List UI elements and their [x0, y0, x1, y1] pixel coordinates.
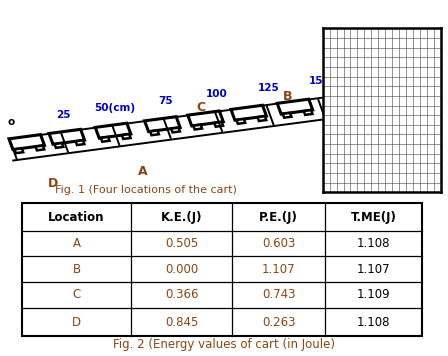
Polygon shape [55, 143, 63, 148]
Polygon shape [277, 99, 313, 114]
Text: 0.505: 0.505 [165, 237, 198, 250]
Polygon shape [14, 148, 23, 153]
Text: C: C [197, 101, 206, 114]
Text: 25: 25 [56, 110, 70, 120]
Text: D: D [48, 177, 59, 190]
Text: T.ME(J): T.ME(J) [351, 210, 396, 224]
Text: 0.845: 0.845 [165, 315, 198, 329]
Text: 1.107: 1.107 [357, 263, 390, 276]
Text: 75: 75 [159, 96, 173, 106]
Text: 0.263: 0.263 [262, 315, 296, 329]
Polygon shape [193, 125, 202, 130]
Polygon shape [145, 117, 180, 132]
Polygon shape [237, 119, 245, 124]
Text: A: A [73, 237, 81, 250]
Text: 1.107: 1.107 [262, 263, 296, 276]
Polygon shape [9, 135, 44, 150]
Polygon shape [76, 140, 84, 145]
Polygon shape [188, 111, 223, 126]
Polygon shape [35, 146, 44, 150]
Text: 1.109: 1.109 [357, 288, 390, 301]
Text: Location: Location [48, 210, 105, 224]
Text: 100: 100 [206, 89, 228, 99]
Text: o: o [8, 117, 15, 127]
Polygon shape [231, 105, 267, 120]
Text: B: B [73, 263, 81, 276]
Polygon shape [150, 130, 159, 135]
Polygon shape [304, 110, 313, 115]
Text: 0.000: 0.000 [165, 263, 198, 276]
Polygon shape [122, 134, 131, 139]
Text: A: A [138, 165, 147, 178]
Bar [22, 203, 422, 336]
Polygon shape [171, 128, 180, 132]
Text: 150: 150 [309, 76, 331, 86]
Text: D: D [72, 315, 81, 329]
Text: 125: 125 [258, 83, 280, 93]
Polygon shape [101, 137, 110, 142]
Polygon shape [283, 113, 292, 118]
Polygon shape [214, 122, 223, 127]
Text: Fig. 1 (Four locations of the cart): Fig. 1 (Four locations of the cart) [55, 185, 237, 195]
Text: 0.743: 0.743 [262, 288, 296, 301]
Text: Fig. 2 (Energy values of cart (in Joule): Fig. 2 (Energy values of cart (in Joule) [113, 338, 335, 351]
Text: B: B [283, 90, 293, 103]
Text: 1.108: 1.108 [357, 315, 390, 329]
Polygon shape [95, 123, 131, 138]
Text: 50(cm): 50(cm) [94, 103, 135, 113]
Text: 0.603: 0.603 [262, 237, 295, 250]
Text: P.E.(J): P.E.(J) [259, 210, 298, 224]
Text: C: C [73, 288, 81, 301]
Text: K.E.(J): K.E.(J) [161, 210, 202, 224]
Text: 1.108: 1.108 [357, 237, 390, 250]
Text: 0.366: 0.366 [165, 288, 198, 301]
Polygon shape [49, 129, 85, 144]
Polygon shape [258, 116, 266, 121]
